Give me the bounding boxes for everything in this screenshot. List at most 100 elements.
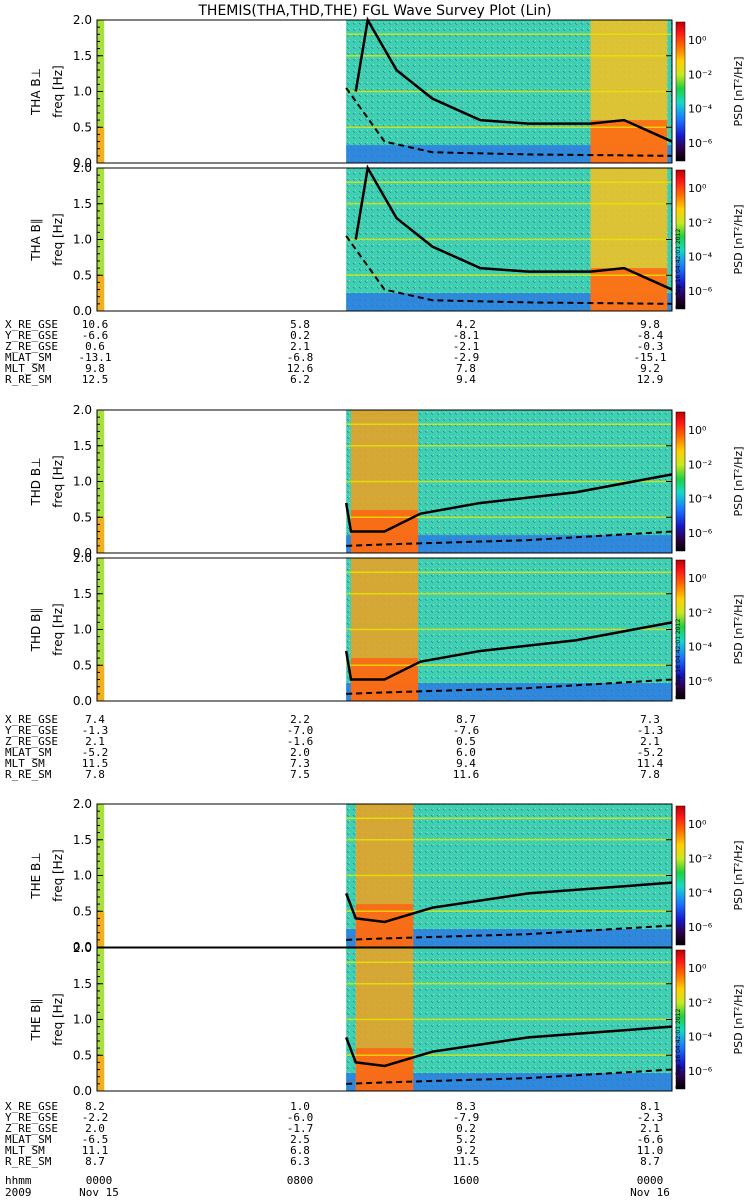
y-tick-label: 1.0 (73, 85, 92, 99)
ephemeris-value: 0.2 (456, 1122, 476, 1135)
ephemeris-value: 11.5 (82, 757, 109, 770)
ephemeris-row-name: Z_RE_GSE (5, 735, 58, 748)
ephemeris-value: -2.9 (453, 351, 480, 364)
ephemeris-value: 8.7 (640, 1155, 660, 1168)
colorbar-tick-label: 10⁰ (688, 962, 707, 975)
ephemeris-row-name: MLAT_SM (5, 746, 52, 759)
colorbar (675, 411, 686, 552)
ephemeris-value: -2.1 (453, 340, 480, 353)
colorbar-label: PSD [nT²/Hz] (732, 840, 745, 910)
ephemeris-value: 7.5 (290, 768, 310, 781)
timestamp-stamp: Sun Sep 16 04:42:01 2012 (675, 619, 682, 699)
ephemeris-value: 2.1 (290, 340, 310, 353)
y-tick-label: 2.0 (73, 797, 92, 811)
ephemeris-row-name: MLT_SM (5, 1144, 45, 1157)
ephemeris-value: -7.0 (287, 724, 314, 737)
ephemeris-table: X_RE_GSE 10.6 5.8 4.2 9.8 Y_RE_GSE -6.6 0.2 -8.1… (5, 318, 667, 386)
timestamp-stamp: Sun Sep 16 04:42:01 2012 (675, 229, 682, 309)
y-tick-label: 0.5 (73, 510, 92, 524)
ephemeris-value: 4.2 (456, 318, 476, 331)
harmonic-trace (345, 87, 673, 157)
y-tick-label: 0.5 (73, 268, 92, 282)
y-tick-label: 1.0 (73, 475, 92, 489)
ephemeris-value: -6.6 (637, 1133, 664, 1146)
ephemeris-value: -5.2 (637, 746, 664, 759)
y-tick-label: 1.5 (73, 587, 92, 601)
time-axis-tick-label: 0000 (86, 1174, 113, 1187)
ephemeris-value: -1.7 (287, 1122, 314, 1135)
ephemeris-value: 2.5 (290, 1133, 310, 1146)
ephemeris-value: 9.2 (456, 1144, 476, 1157)
colorbar (675, 949, 686, 1090)
ephemeris-value: 11.1 (82, 1144, 109, 1157)
colorbar-tick-label: 10⁰ (688, 572, 707, 585)
ephemeris-value: 2.1 (640, 1122, 660, 1135)
y-axis-probe-label: THE B⊥ (29, 852, 43, 899)
colorbar (675, 169, 686, 310)
y-axis-probe-label: THD B∥ (29, 608, 43, 653)
ephemeris-value: 2.1 (640, 735, 660, 748)
ephemeris-value: 8.1 (640, 1100, 660, 1113)
start-date-label: Nov 15 (79, 1186, 119, 1199)
ephemeris-value: 12.9 (637, 373, 664, 386)
ephemeris-value: -8.1 (453, 329, 480, 342)
ephemeris-value: 11.6 (453, 768, 480, 781)
timestamp-stamp: Sun Sep 16 04:42:01 2012 (675, 1009, 682, 1089)
ephemeris-value: 0.5 (456, 735, 476, 748)
y-tick-label: 2.0 (73, 941, 92, 955)
ephemeris-value: 10.6 (82, 318, 109, 331)
end-date-label: Nov 16 (630, 1186, 670, 1199)
ephemeris-value: 5.2 (456, 1133, 476, 1146)
y-tick-label: 1.5 (73, 833, 92, 847)
gyrofrequency-trace (344, 473, 673, 533)
y-axis-label: freq [Hz] (51, 213, 65, 265)
y-axis-probe-label: THD B⊥ (29, 457, 43, 506)
year-label: 2009 (5, 1186, 32, 1199)
time-axis-tick-label: 1600 (453, 1174, 480, 1187)
ephemeris-value: -6.6 (82, 329, 109, 342)
ephemeris-value: 11.4 (637, 757, 664, 770)
harmonic-trace (346, 530, 673, 547)
ephemeris-value: 5.8 (290, 318, 310, 331)
ephemeris-value: 12.6 (287, 362, 314, 375)
y-tick-label: 1.5 (73, 977, 92, 991)
y-tick-label: 1.5 (73, 197, 92, 211)
colorbar-tick-label: 10⁻⁴ (688, 887, 713, 900)
colorbar-tick-label: 10⁰ (688, 424, 707, 437)
ephemeris-tables: X_RE_GSE 10.6 5.8 4.2 9.8 Y_RE_GSE -6.6 0.2 -8.1… (5, 318, 667, 1168)
colorbar (675, 805, 686, 946)
ephemeris-value: 0.6 (85, 340, 105, 353)
ephemeris-value: 7.8 (640, 768, 660, 781)
gyrofrequency-trace (354, 164, 673, 291)
ephemeris-value: 2.2 (290, 713, 310, 726)
y-tick-label: 1.0 (73, 623, 92, 637)
ephemeris-value: -6.8 (287, 351, 314, 364)
ephemeris-value: 8.3 (456, 1100, 476, 1113)
ephemeris-value: 7.8 (85, 768, 105, 781)
y-axis-probe-label: THA B∥ (29, 218, 43, 262)
data-block-main (346, 20, 672, 163)
ephemeris-value: -1.3 (82, 724, 109, 737)
ephemeris-value: 7.3 (290, 757, 310, 770)
spectrogram-panel: 0.0 0.5 1.0 1.5 2.0 THA B∥ freq [Hz] 10⁰ 10⁻² 10⁻… (29, 161, 745, 318)
y-tick-label: 2.0 (73, 403, 92, 417)
y-tick-label: 0.5 (73, 658, 92, 672)
y-tick-label: 2.0 (73, 161, 92, 175)
ephemeris-value: 6.3 (290, 1155, 310, 1168)
ephemeris-row-name: MLAT_SM (5, 351, 52, 364)
y-axis-label: freq [Hz] (51, 993, 65, 1045)
colorbar-label: PSD [nT²/Hz] (732, 56, 745, 126)
colorbar-tick-label: 10⁻⁶ (688, 137, 713, 150)
ephemeris-value: -7.6 (453, 724, 480, 737)
ephemeris-value: 7.4 (85, 713, 105, 726)
ephemeris-value: -6.0 (287, 1111, 314, 1124)
y-tick-label: 1.0 (73, 233, 92, 247)
ephemeris-value: -6.5 (82, 1133, 109, 1146)
colorbar-tick-label: 10⁻⁶ (688, 285, 713, 298)
y-tick-label: 0.5 (73, 904, 92, 918)
ephemeris-value: 7.3 (640, 713, 660, 726)
ephemeris-row-name: Z_RE_GSE (5, 340, 58, 353)
data-block-main (346, 558, 672, 701)
ephemeris-value: -8.4 (637, 329, 664, 342)
ephemeris-row-name: X_RE_GSE (5, 318, 58, 331)
